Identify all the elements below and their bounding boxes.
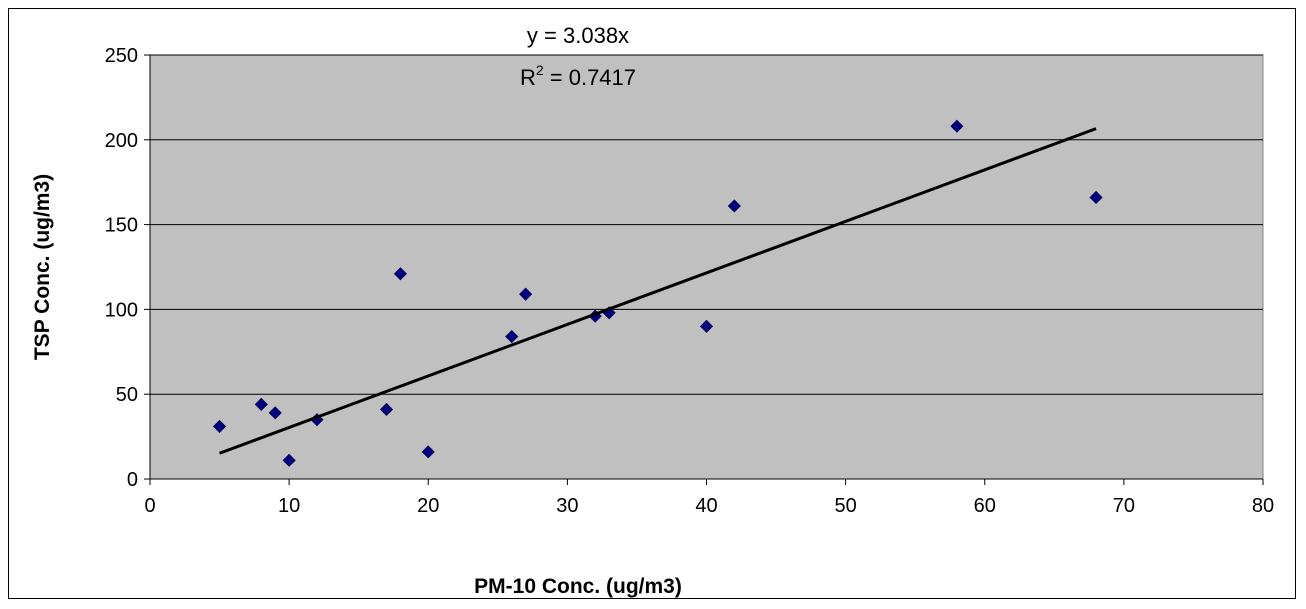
r-squared-exponent: 2 [536, 62, 544, 78]
x-tick-label: 20 [417, 495, 439, 517]
y-tick-label: 200 [105, 130, 138, 152]
data-point [254, 397, 268, 411]
data-point [268, 406, 282, 420]
x-tick-label: 0 [144, 495, 155, 517]
data-point [950, 119, 964, 133]
r-squared-label: R2 = 0.7417 [520, 62, 636, 90]
x-tick-label: 50 [835, 495, 857, 517]
data-point [727, 199, 741, 213]
x-tick-label: 30 [556, 495, 578, 517]
x-tick-label: 70 [1113, 495, 1135, 517]
x-tick-label: 80 [1252, 495, 1274, 517]
data-point [393, 267, 407, 281]
data-point [699, 319, 714, 333]
data-point [421, 445, 435, 459]
data-point [505, 329, 519, 344]
x-tick-label: 10 [278, 495, 300, 517]
x-axis-title: PM-10 Conc. (ug/m3) [474, 575, 682, 598]
trendline [219, 127, 1097, 455]
y-tick-label: 100 [105, 299, 138, 321]
data-point [212, 419, 227, 433]
x-tick-label: 40 [695, 495, 717, 517]
data-point [519, 287, 533, 301]
data-point [282, 453, 296, 467]
r-squared-prefix: R [520, 65, 536, 90]
y-tick-label: 0 [127, 469, 138, 491]
x-tick-labels: 0 10 20 30 40 50 60 70 80 [144, 479, 1274, 517]
y-axis-title: TSP Conc. (ug/m3) [31, 174, 54, 360]
trendline-equation: y = 3.038x [527, 23, 629, 48]
plot-background [149, 54, 1264, 480]
y-tick-label: 250 [105, 45, 138, 67]
trendline-line [219, 127, 1097, 455]
chart-frame: 0 10 20 30 40 50 60 70 80 0 50 100 150 200 250 y = 3.… [8, 8, 1296, 599]
plot-area [149, 54, 1264, 480]
y-tick-label: 150 [105, 215, 138, 237]
y-tick-labels: 0 50 100 150 200 250 [105, 45, 150, 491]
x-tick-label: 60 [974, 495, 996, 517]
data-point [1089, 190, 1103, 205]
y-tick-label: 50 [116, 384, 138, 406]
scatter-chart: 0 10 20 30 40 50 60 70 80 0 50 100 150 200 250 y = 3.… [31, 23, 1274, 598]
data-point [379, 402, 394, 417]
r-squared-value: = 0.7417 [544, 65, 636, 90]
